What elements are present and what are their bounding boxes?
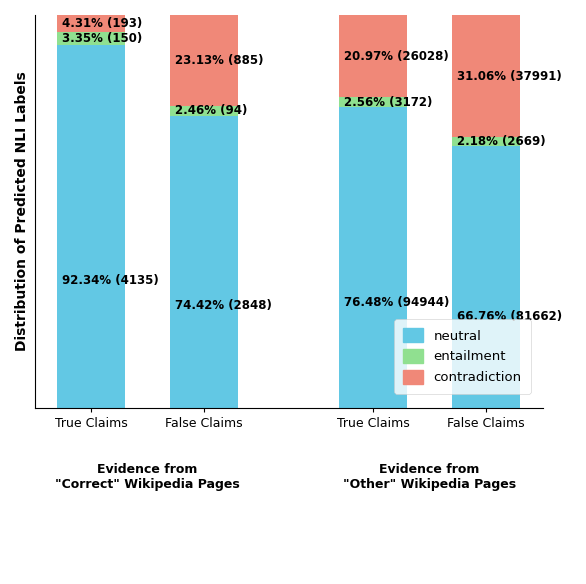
Text: Evidence from
"Correct" Wikipedia Pages: Evidence from "Correct" Wikipedia Pages <box>55 463 240 491</box>
Bar <box>339 98 407 107</box>
Text: 31.06% (37991): 31.06% (37991) <box>456 69 561 82</box>
Text: Evidence from
"Other" Wikipedia Pages: Evidence from "Other" Wikipedia Pages <box>343 463 516 491</box>
Text: 92.34% (4135): 92.34% (4135) <box>62 274 158 287</box>
Bar <box>452 15 520 137</box>
Bar <box>339 107 407 408</box>
Bar <box>170 106 238 116</box>
Bar <box>452 145 520 408</box>
Bar <box>170 15 238 106</box>
Text: 4.31% (193): 4.31% (193) <box>62 17 142 30</box>
Text: 74.42% (2848): 74.42% (2848) <box>175 299 271 312</box>
Text: 23.13% (885): 23.13% (885) <box>175 54 263 67</box>
Bar <box>170 116 238 408</box>
Bar <box>57 45 125 408</box>
Bar <box>57 32 125 45</box>
Text: 2.46% (94): 2.46% (94) <box>175 104 247 117</box>
Legend: neutral, entailment, contradiction: neutral, entailment, contradiction <box>394 319 531 394</box>
Bar <box>339 15 407 98</box>
Text: 2.18% (2669): 2.18% (2669) <box>456 135 546 148</box>
Text: 2.56% (3172): 2.56% (3172) <box>344 96 432 109</box>
Bar <box>57 15 125 32</box>
Text: 76.48% (94944): 76.48% (94944) <box>344 296 449 310</box>
Y-axis label: Distribution of Predicted NLI Labels: Distribution of Predicted NLI Labels <box>15 72 29 352</box>
Bar <box>452 137 520 145</box>
Text: 20.97% (26028): 20.97% (26028) <box>344 50 449 62</box>
Text: 3.35% (150): 3.35% (150) <box>62 32 142 45</box>
Text: 66.76% (81662): 66.76% (81662) <box>456 310 562 322</box>
